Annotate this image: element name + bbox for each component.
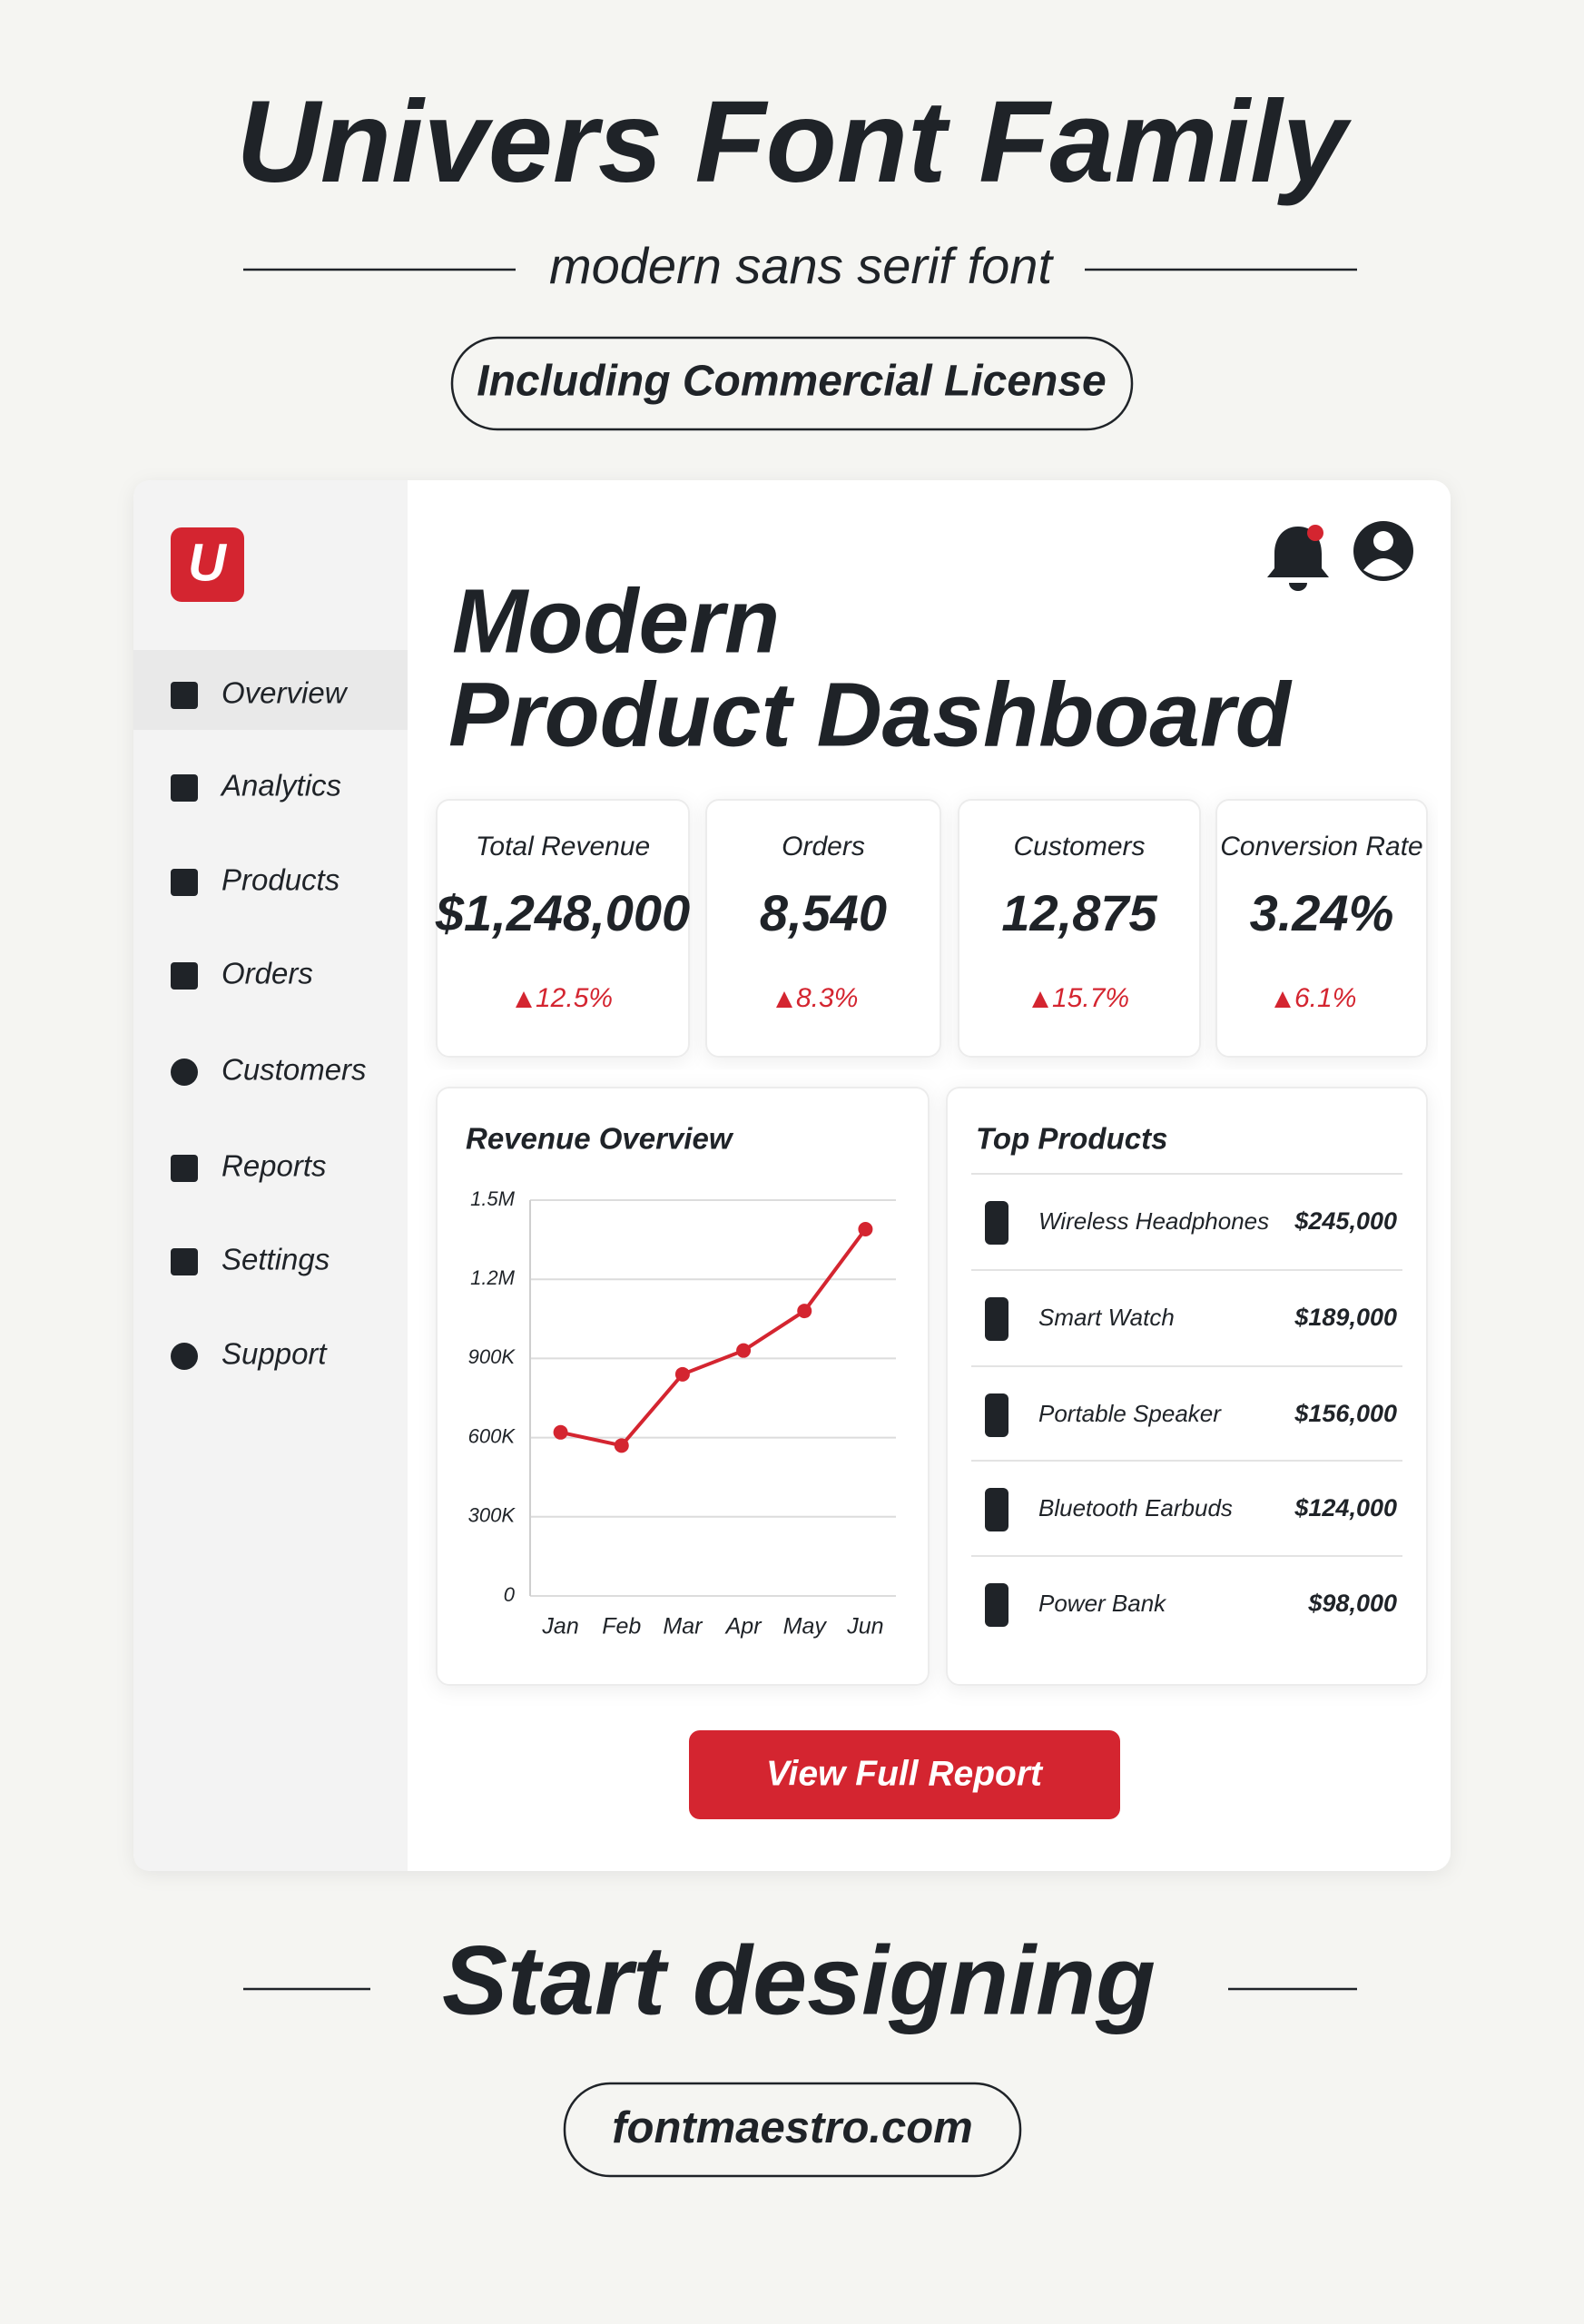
y-tick-label: 300K xyxy=(468,1504,517,1527)
logo xyxy=(171,527,244,602)
product-icon xyxy=(985,1297,1008,1341)
kpi-label: Total Revenue xyxy=(476,832,650,862)
kpi-card xyxy=(1215,799,1428,1058)
button-label[interactable]: View Full Report xyxy=(766,1754,1044,1793)
x-tick-label: May xyxy=(783,1614,828,1640)
kpi-card xyxy=(436,799,690,1058)
cta: Start designing xyxy=(442,1925,1156,2035)
kpi-delta: 6.1% xyxy=(1294,983,1356,1013)
nav-item[interactable]: Support xyxy=(221,1337,328,1371)
kpi-value: 12,875 xyxy=(1001,884,1157,941)
nav-item[interactable]: Overview xyxy=(221,676,349,710)
nav-item[interactable]: Analytics xyxy=(220,769,341,803)
nav-icon xyxy=(171,1155,198,1182)
product-price: $124,000 xyxy=(1294,1494,1397,1521)
kpi-label: Conversion Rate xyxy=(1220,832,1422,862)
x-tick-label: Mar xyxy=(663,1614,703,1640)
delta-arrow xyxy=(1274,991,1291,1008)
kpi-label: Orders xyxy=(782,832,865,862)
nav-icon xyxy=(171,1343,198,1370)
data-point xyxy=(797,1304,812,1319)
badge xyxy=(450,336,1134,431)
delta-arrow xyxy=(1032,991,1048,1008)
product-name: Smart Watch xyxy=(1038,1304,1175,1331)
x-tick-label: Jun xyxy=(846,1614,883,1640)
products-card xyxy=(946,1087,1428,1686)
revenue-line xyxy=(560,1227,868,1448)
user-body xyxy=(1363,558,1403,576)
x-tick-label: Feb xyxy=(602,1614,641,1640)
nav-icon xyxy=(171,682,198,709)
y-tick-label: 1.5M xyxy=(470,1187,516,1210)
kpi-value: $1,248,000 xyxy=(435,884,690,941)
nav-item[interactable]: Settings xyxy=(221,1243,330,1276)
data-point xyxy=(614,1438,629,1453)
dashboard-title: Modern xyxy=(452,570,780,672)
product-icon xyxy=(985,1393,1008,1437)
product-icon xyxy=(985,1488,1008,1531)
kpi-delta: 15.7% xyxy=(1052,983,1129,1013)
url[interactable]: fontmaestro.com xyxy=(612,2103,973,2152)
notification-dot xyxy=(1307,525,1323,541)
data-point xyxy=(736,1343,752,1358)
product-icon xyxy=(985,1201,1008,1245)
y-tick-label: 600K xyxy=(468,1424,517,1447)
nav-item[interactable]: Reports xyxy=(221,1149,327,1183)
title: Univers Font Family xyxy=(236,77,1352,207)
kpi-value: 8,540 xyxy=(760,884,887,941)
product-name: Wireless Headphones xyxy=(1038,1207,1269,1235)
y-tick-label: 900K xyxy=(468,1345,517,1368)
line-chart: 0 300K 600K 900K 1.2M 1.5M Jan Feb Mar Apr May Jun xyxy=(468,1187,896,1640)
user-head xyxy=(1373,531,1393,551)
kpi-delta: 12.5% xyxy=(536,983,613,1013)
kpi-card xyxy=(958,799,1201,1058)
x-tick-label: Jan xyxy=(541,1614,578,1640)
chart-title: Revenue Overview xyxy=(466,1122,734,1156)
product-price: $245,000 xyxy=(1294,1207,1397,1235)
kpis: Total Revenue $1,248,000 12.5% Orders 8,540 8… xyxy=(435,799,1428,1058)
product-price: $189,000 xyxy=(1294,1304,1397,1331)
nav-icon xyxy=(171,774,198,802)
products: Wireless Headphones $245,000 Smart Watch $1… xyxy=(971,1173,1402,1627)
x-tick-label: Apr xyxy=(724,1614,763,1640)
product-icon xyxy=(985,1583,1008,1627)
y-tick-label: 1.2M xyxy=(470,1266,516,1289)
subtitle: modern sans serif font xyxy=(549,237,1054,294)
y-tick-label: 0 xyxy=(504,1583,516,1606)
nav: Overview Analytics Products Orders Customers… xyxy=(171,676,367,1371)
delta-arrow xyxy=(516,991,532,1008)
chart-card xyxy=(436,1087,930,1686)
report-button[interactable] xyxy=(689,1730,1120,1819)
nav-item[interactable]: Orders xyxy=(221,957,313,990)
nav-icon xyxy=(171,962,198,990)
product-price: $98,000 xyxy=(1307,1590,1397,1617)
kpi-value: 3.24% xyxy=(1250,884,1394,941)
nav-item[interactable]: Customers xyxy=(221,1053,367,1087)
kpi-delta: 8.3% xyxy=(796,983,858,1013)
dashboard-title: Product Dashboard xyxy=(448,664,1293,765)
products-title: Top Products xyxy=(976,1122,1167,1156)
data-point xyxy=(858,1221,873,1236)
nav-icon xyxy=(171,1059,198,1086)
product-name: Bluetooth Earbuds xyxy=(1038,1494,1233,1521)
url-pill[interactable] xyxy=(563,2082,1022,2178)
product-name: Portable Speaker xyxy=(1038,1400,1222,1427)
sidebar xyxy=(133,480,408,1871)
kpi-card xyxy=(705,799,941,1058)
data-point xyxy=(674,1366,690,1382)
logo-letter: U xyxy=(188,533,228,592)
data-point xyxy=(553,1424,568,1440)
product-name: Power Bank xyxy=(1038,1590,1167,1617)
bell-icon xyxy=(1267,527,1329,591)
nav-item[interactable]: Products xyxy=(221,863,339,897)
nav-icon xyxy=(171,1248,198,1275)
nav-icon xyxy=(171,869,198,896)
kpi-label: Customers xyxy=(1013,832,1145,862)
delta-arrow xyxy=(776,991,792,1008)
badge-text: Including Commercial License xyxy=(477,358,1107,406)
product-price: $156,000 xyxy=(1294,1400,1397,1427)
